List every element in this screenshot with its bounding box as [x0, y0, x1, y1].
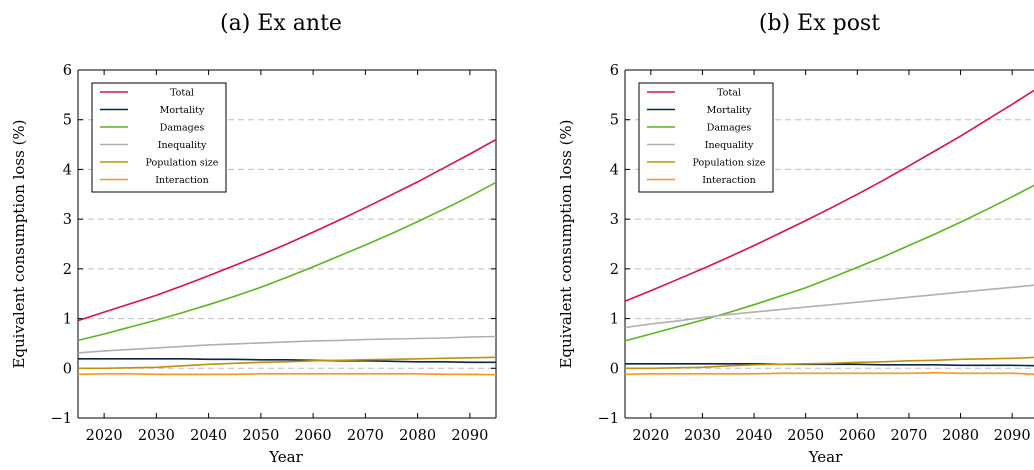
x-tick-label: 2040: [736, 428, 773, 444]
series-line-inequality: [78, 335, 496, 354]
legend-label-interaction: Interaction: [702, 175, 756, 186]
x-tick-label: 2020: [632, 428, 669, 444]
y-tick-label: 0: [63, 361, 72, 377]
x-tick-label: 2070: [890, 428, 927, 444]
series-line-mortality: [625, 362, 1034, 367]
legend-label-damages: Damages: [707, 123, 752, 134]
x-tick-label: 2030: [138, 428, 175, 444]
y-tick-label: 5: [63, 113, 72, 129]
series-line-population-size: [78, 356, 496, 370]
legend-label-inequality: Inequality: [705, 140, 754, 151]
y-tick-label: 4: [63, 162, 72, 178]
panel-title: (b) Ex post: [759, 11, 880, 36]
y-tick-label: 5: [610, 113, 619, 129]
legend-label-mortality: Mortality: [160, 105, 205, 116]
x-tick-label: 2030: [684, 428, 721, 444]
y-tick-label: 4: [610, 162, 619, 178]
series-line-total: [78, 138, 496, 322]
y-tick-label: 3: [63, 212, 72, 228]
y-tick-label: 1: [610, 312, 619, 328]
series-line-inequality: [625, 284, 1034, 329]
y-tick-label: 3: [610, 212, 619, 228]
x-axis-label: Year: [268, 448, 303, 466]
legend-label-total: Total: [717, 88, 741, 99]
series-line-interaction: [625, 371, 1034, 376]
legend-label-inequality: Inequality: [158, 140, 207, 151]
chart-panel-b: (b) Ex post −1 0 1 2 3 4 5 6 2020 2030 2040 2050 2060…: [557, 11, 1034, 466]
legend-label-damages: Damages: [160, 123, 205, 134]
legend-label-interaction: Interaction: [155, 175, 209, 186]
y-tick-label: 1: [63, 312, 72, 328]
x-tick-label: 2080: [399, 428, 436, 444]
x-tick-label: 2040: [190, 428, 227, 444]
y-tick-label: −1: [51, 411, 72, 427]
legend-label-mortality: Mortality: [707, 105, 752, 116]
series-line-interaction: [78, 372, 496, 376]
series-group: [625, 89, 1034, 376]
x-tick-label: 2060: [839, 428, 876, 444]
legend-box: [91, 82, 227, 193]
legend-label-total: Total: [170, 88, 194, 99]
series-line-damages: [78, 181, 496, 342]
y-tick-label: 2: [610, 262, 619, 278]
series-line-population-size: [625, 356, 1034, 370]
x-tick-label: 2090: [994, 428, 1031, 444]
x-tick-label: 2020: [86, 428, 123, 444]
chart-panel-a: (a) Ex ante −1 0 1 2 3 4 5 6 2020 2030 2040 2050 2060…: [10, 11, 497, 466]
series-line-total: [625, 89, 1034, 302]
y-axis-label: Equivalent consumption loss (%): [557, 119, 575, 368]
y-tick-label: 6: [610, 63, 619, 79]
x-tick-label: 2050: [242, 428, 279, 444]
legend-label-population-size: Population size: [693, 158, 766, 169]
legend-label-population-size: Population size: [146, 158, 219, 169]
x-axis-label: Year: [808, 448, 843, 466]
legend-box: [638, 82, 774, 193]
series-line-mortality: [78, 357, 496, 364]
x-tick-label: 2070: [347, 428, 384, 444]
x-tick-label: 2050: [787, 428, 824, 444]
y-axis-label: Equivalent consumption loss (%): [10, 119, 28, 368]
y-tick-label: −1: [598, 411, 619, 427]
x-tick-label: 2090: [451, 428, 488, 444]
x-tick-label: 2060: [295, 428, 332, 444]
panel-title: (a) Ex ante: [220, 11, 342, 36]
series-group: [78, 138, 496, 376]
y-tick-label: 2: [63, 262, 72, 278]
x-tick-label: 2080: [942, 428, 979, 444]
y-tick-label: 6: [63, 63, 72, 79]
y-tick-label: 0: [610, 361, 619, 377]
series-line-damages: [625, 184, 1034, 342]
